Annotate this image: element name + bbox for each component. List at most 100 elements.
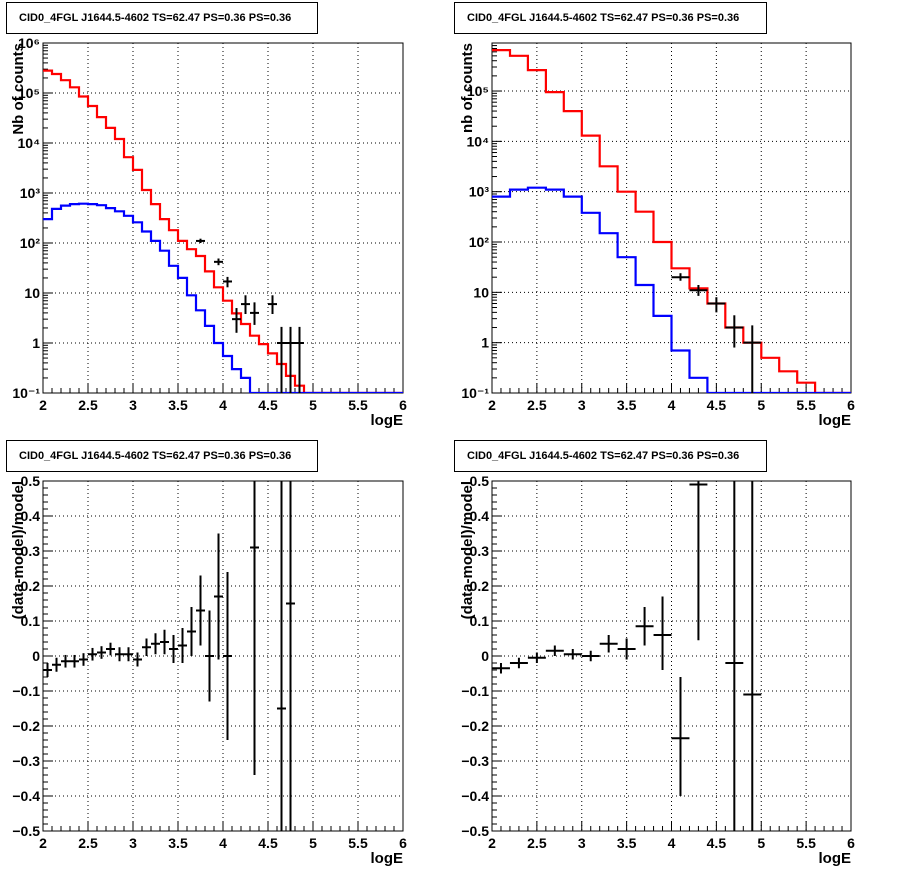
y-tick-label: 0.4 (470, 508, 490, 524)
panel-top-left: 2 2.5 3 3.5 4 4.5 5 5.5 6 10⁻¹ 1 10 10² 10³ 10⁴ 10⁵ 10⁶ l… (10, 35, 407, 429)
x-tick-label: 5.5 (796, 397, 816, 413)
panel-bottom-right: 2 2.5 3 3.5 4 4.5 5 5.5 6 −0.5 −0.4 −0.3 −0.2 −0.1 0 0.… (459, 473, 855, 867)
histogram-series (492, 186, 851, 393)
plot-area (492, 49, 851, 393)
data-point (581, 650, 600, 662)
data-point (214, 533, 223, 660)
data-point (187, 607, 196, 656)
data-point (61, 654, 70, 668)
data-point (545, 645, 564, 656)
y-tick-label: 0.5 (21, 473, 41, 489)
x-tick-label: 5 (757, 835, 765, 851)
data-point (707, 297, 726, 313)
data-point (563, 649, 582, 660)
x-tick-label: 6 (399, 835, 407, 851)
y-tick-label: 10² (469, 234, 490, 250)
data-point (178, 628, 187, 663)
panel-top-right: 2 2.5 3 3.5 4 4.5 5 5.5 6 10⁻¹ 1 10 10² 10³ 10⁴ 10⁵ logE… (459, 42, 855, 429)
data-point (205, 610, 214, 702)
data-point (689, 284, 708, 296)
x-tick-label: 4 (219, 835, 227, 851)
data-point (599, 635, 618, 653)
y-tick-label: 10³ (20, 185, 41, 201)
y-tick-label: −0.1 (12, 683, 40, 699)
data-point (492, 663, 510, 674)
x-tick-label: 5 (309, 397, 317, 413)
data-point (725, 481, 744, 831)
data-point (160, 629, 169, 655)
y-tick-label: 0.1 (470, 613, 490, 629)
data-point (142, 638, 151, 656)
x-axis-label: logE (371, 412, 404, 429)
panel-title-bottom-left: CID0_4FGL J1644.5-4602 TS=62.47 PS=0.36 … (6, 440, 318, 472)
y-tick-label: 10 (473, 284, 489, 300)
y-tick-label: −0.1 (461, 683, 489, 699)
data-point (743, 481, 762, 831)
y-axis-label: (data-model)/model (459, 481, 476, 619)
x-tick-label: 6 (847, 397, 855, 413)
y-tick-label: 10⁵ (18, 85, 40, 101)
y-tick-label: 10⁻¹ (461, 385, 489, 401)
data-point (124, 647, 133, 662)
x-tick-label: 4.5 (258, 835, 278, 851)
x-tick-label: 5 (309, 835, 317, 851)
x-tick-label: 4.5 (258, 397, 278, 413)
y-tick-label: 0.2 (470, 578, 490, 594)
y-tick-label: 10⁶ (18, 35, 40, 51)
data-point (79, 653, 88, 666)
data-point (151, 633, 160, 655)
data-point (689, 481, 708, 641)
y-tick-label: 1 (32, 335, 40, 351)
y-tick-label: −0.3 (12, 753, 40, 769)
x-tick-label: 3.5 (168, 397, 188, 413)
data-point (295, 326, 304, 393)
x-tick-label: 4.5 (707, 397, 727, 413)
plot-area (492, 481, 762, 831)
panel-title-top-right: CID0_4FGL J1644.5-4602 TS=62.47 PS=0.36 … (454, 2, 767, 34)
x-tick-label: 3.5 (617, 835, 637, 851)
data-point (223, 276, 232, 288)
data-point (214, 258, 223, 266)
y-tick-label: 0 (32, 648, 40, 664)
y-tick-label: 10⁵ (467, 83, 489, 99)
y-tick-label: −0.5 (12, 823, 40, 839)
y-tick-label: −0.2 (12, 718, 40, 734)
data-point (223, 572, 232, 740)
x-tick-label: 3 (129, 835, 137, 851)
data-point (88, 647, 97, 661)
data-point (241, 295, 250, 315)
data-point (106, 642, 115, 656)
y-tick-label: 10² (20, 235, 41, 251)
x-axis-label: logE (819, 850, 852, 867)
x-tick-label: 2.5 (78, 397, 98, 413)
x-tick-label: 3 (129, 397, 137, 413)
data-point (671, 273, 690, 281)
data-point (635, 607, 654, 646)
x-tick-label: 2.5 (78, 835, 98, 851)
data-point (743, 325, 762, 393)
histogram-series (43, 69, 403, 393)
x-axis-label: logE (819, 412, 852, 429)
panel-title-top-left: CID0_4FGL J1644.5-4602 TS=62.47 PS=0.36 … (6, 2, 318, 34)
data-point (725, 315, 744, 348)
x-tick-label: 2.5 (527, 397, 547, 413)
y-tick-label: 0.1 (21, 613, 41, 629)
x-tick-label: 2 (39, 397, 47, 413)
y-tick-label: 10⁴ (467, 133, 490, 149)
y-tick-label: −0.4 (12, 788, 40, 804)
x-tick-label: 3 (578, 835, 586, 851)
y-tick-label: 0.3 (470, 543, 490, 559)
x-tick-label: 5 (757, 397, 765, 413)
y-tick-label: 0.4 (21, 508, 41, 524)
x-tick-label: 4 (668, 835, 676, 851)
data-point (70, 654, 79, 668)
y-axis-label: (data-model)/model (10, 481, 27, 619)
data-point (232, 308, 241, 333)
y-tick-label: 0 (481, 648, 489, 664)
y-tick-label: 10³ (469, 184, 490, 200)
data-point (527, 652, 546, 663)
x-axis-label: logE (371, 850, 404, 867)
x-tick-label: 4 (668, 397, 676, 413)
x-tick-label: 3.5 (617, 397, 637, 413)
data-point (133, 652, 142, 667)
